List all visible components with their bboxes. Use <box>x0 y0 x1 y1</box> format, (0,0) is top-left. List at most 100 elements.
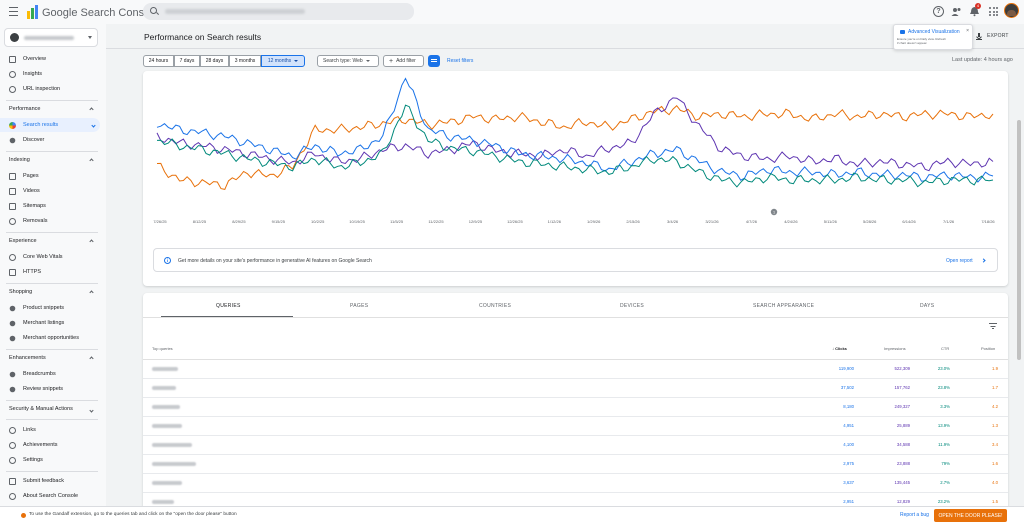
cell-ctr: 23.2% <box>937 499 950 504</box>
sidebar-item-settings[interactable]: Settings <box>0 453 100 467</box>
header-ctr[interactable]: CTR <box>941 346 950 351</box>
search-type-chip[interactable]: Search type: Web <box>317 55 379 67</box>
help-icon[interactable]: ? <box>933 6 944 17</box>
open-report-link[interactable]: Open report <box>946 258 973 264</box>
globe-icon <box>10 33 19 42</box>
open-door-button[interactable]: OPEN THE DOOR PLEASE! <box>934 509 1007 522</box>
sidebar-item-insights[interactable]: Insights <box>0 67 100 81</box>
range-24-hours[interactable]: 24 hours <box>143 55 174 67</box>
query-text-blurred <box>152 386 176 390</box>
range-28-days[interactable]: 28 days <box>200 55 229 67</box>
export-button[interactable]: EXPORT <box>976 30 1009 42</box>
section-experience[interactable]: Experience <box>9 238 37 244</box>
table-row[interactable]: 4,951 25,889 13.9% 1.3 <box>143 417 1008 436</box>
notification-badge: 4 <box>975 3 981 9</box>
table-row[interactable]: 4,100 34,588 11.9% 3.4 <box>143 436 1008 455</box>
sidebar-item-pages[interactable]: Pages <box>0 169 100 183</box>
notifications-icon[interactable]: 4 <box>969 3 981 17</box>
cell-position: 3.4 <box>992 442 998 447</box>
header-impressions[interactable]: Impressions <box>884 346 906 351</box>
section-shopping[interactable]: Shopping <box>9 289 33 295</box>
chevron-up-icon[interactable] <box>89 290 94 295</box>
sidebar-item-label: Pages <box>23 173 39 179</box>
sidebar-item-overview[interactable]: Overview <box>0 52 100 66</box>
sidebar-item-submit-feedback[interactable]: Submit feedback <box>0 474 100 488</box>
sidebar-divider <box>6 471 98 472</box>
header-position[interactable]: Position <box>981 346 996 351</box>
header-clicks[interactable]: ↓ Clicks <box>832 346 847 351</box>
sidebar-item-url-inspection[interactable]: URL inspection <box>0 82 100 96</box>
sidebar-item-sitemaps[interactable]: Sitemaps <box>0 199 100 213</box>
app-brand: Google Search Console <box>42 7 159 19</box>
sidebar-item-https[interactable]: HTTPS <box>0 265 100 279</box>
table-row[interactable]: 8,180 249,327 3.3% 4.2 <box>143 398 1008 417</box>
sidebar-item-removals[interactable]: Removals <box>0 214 100 228</box>
tab-search-appearance[interactable]: SEARCH APPEARANCE <box>753 303 815 309</box>
performance-line-chart[interactable]: 7/26/25 8/12/25 8/29/25 9/15/25 10/2/25 10/19… <box>143 71 1008 236</box>
table-row[interactable]: 119,900 522,309 23.0% 1.9 <box>143 360 1008 379</box>
sidebar-item-label: Overview <box>23 56 46 62</box>
tab-pages[interactable]: PAGES <box>350 303 369 309</box>
cell-position: 1.3 <box>992 423 998 428</box>
sidebar-item-breadcrumbs[interactable]: Breadcrumbs <box>0 367 100 381</box>
close-icon[interactable]: × <box>966 28 969 34</box>
sidebar-item-search-results[interactable]: Search results <box>0 118 100 132</box>
section-enhancements[interactable]: Enhancements <box>9 355 46 361</box>
avatar[interactable] <box>1004 3 1019 18</box>
reset-filters-link[interactable]: Reset filters <box>447 58 474 64</box>
table-row[interactable]: 3,637 135,445 2.7% 4.0 <box>143 474 1008 493</box>
x-tick-label: 4/7/26 <box>746 219 758 224</box>
advanced-visualization-popup[interactable]: Advanced Visualization Ensure you're on … <box>893 24 973 50</box>
section-security[interactable]: Security & Manual Actions <box>9 406 73 412</box>
tab-countries[interactable]: COUNTRIES <box>479 303 512 309</box>
sidebar-item-merchant-opportunities[interactable]: Merchant opportunities <box>0 331 100 345</box>
compare-filter-icon[interactable] <box>428 55 440 67</box>
tag-icon <box>9 305 16 311</box>
apps-grid-icon[interactable] <box>988 6 999 17</box>
insights-icon <box>9 70 16 78</box>
series-line-1 <box>156 97 994 172</box>
sidebar-item-merchant-listings[interactable]: Merchant listings <box>0 316 100 330</box>
tag-icon <box>9 335 16 341</box>
chevron-up-icon[interactable] <box>89 158 94 163</box>
filter-rows-icon[interactable] <box>989 323 997 329</box>
annotation-marker[interactable]: 1 <box>770 208 778 216</box>
sidebar-item-label: Discover <box>23 137 45 143</box>
table-row[interactable]: 2,975 23,888 79% 1.6 <box>143 455 1008 474</box>
chevron-up-icon[interactable] <box>89 239 94 244</box>
page-scrollbar[interactable] <box>1017 120 1021 360</box>
tab-days[interactable]: DAYS <box>920 303 935 309</box>
chevron-up-icon[interactable] <box>89 356 94 361</box>
sidebar-item-links[interactable]: Links <box>0 423 100 437</box>
sidebar-item-discover[interactable]: Discover <box>0 133 100 147</box>
tab-queries[interactable]: QUERIES <box>216 303 241 309</box>
tab-devices[interactable]: DEVICES <box>620 303 645 309</box>
search-input[interactable] <box>143 3 414 20</box>
ai-notice-text: Get more details on your site's performa… <box>178 258 372 264</box>
section-performance[interactable]: Performance <box>9 106 41 112</box>
chevron-down-icon[interactable] <box>89 408 94 413</box>
sidebar-item-core-web-vitals[interactable]: Core Web Vitals <box>0 250 100 264</box>
sidebar-item-label: Search results <box>23 122 59 128</box>
section-indexing[interactable]: Indexing <box>9 157 30 163</box>
x-tick-label: 11/5/25 <box>390 219 404 224</box>
sidebar-item-videos[interactable]: Videos <box>0 184 100 198</box>
home-icon <box>9 55 16 63</box>
users-icon[interactable] <box>951 6 962 17</box>
sidebar-item-review-snippets[interactable]: Review snippets <box>0 382 100 396</box>
sidebar-item-label: Sitemaps <box>23 203 46 209</box>
property-selector[interactable] <box>4 28 98 47</box>
report-bug-link[interactable]: Report a bug <box>900 512 929 518</box>
x-tick-label: 1/29/26 <box>587 219 601 224</box>
table-row[interactable]: 37,502 157,762 23.8% 1.7 <box>143 379 1008 398</box>
range-3-months[interactable]: 3 months <box>229 55 261 67</box>
add-filter-button[interactable]: + Add filter <box>383 55 424 67</box>
sidebar-item-product-snippets[interactable]: Product snippets <box>0 301 100 315</box>
info-icon <box>9 492 16 500</box>
range-7-days[interactable]: 7 days <box>174 55 200 67</box>
menu-icon[interactable] <box>9 7 18 16</box>
range-12-months[interactable]: 12 months <box>261 55 305 67</box>
sidebar-item-achievements[interactable]: Achievements <box>0 438 100 452</box>
chevron-up-icon[interactable] <box>89 107 94 112</box>
sidebar-item-about[interactable]: About Search Console <box>0 489 100 503</box>
